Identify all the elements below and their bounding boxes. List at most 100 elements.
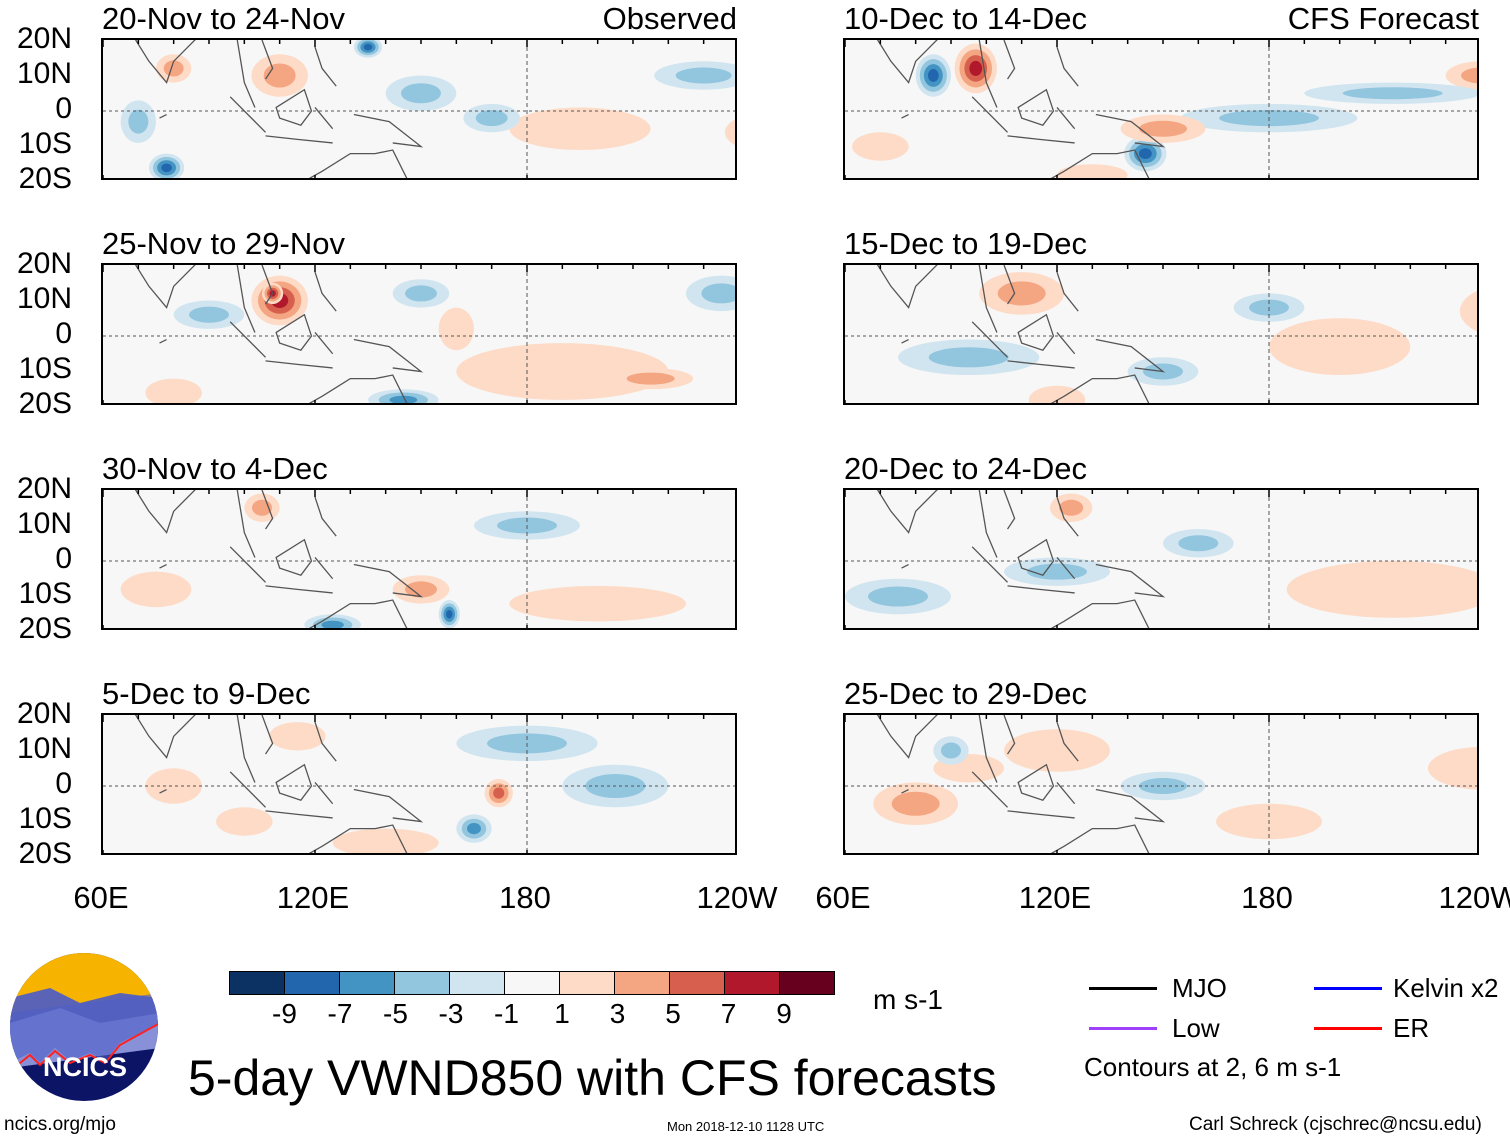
anomaly-contour bbox=[1059, 499, 1084, 516]
coastline bbox=[134, 40, 424, 178]
anomaly-contour bbox=[509, 585, 686, 622]
timestamp: Mon 2018-12-10 1128 UTC bbox=[667, 1119, 825, 1134]
anomaly-contour bbox=[332, 828, 439, 853]
legend-mjo: MJO bbox=[1172, 973, 1227, 1003]
colorbar-swatch bbox=[230, 972, 285, 994]
colorbar-swatch bbox=[505, 972, 560, 994]
colorbar-swatch bbox=[780, 972, 834, 994]
lon-label: 120E bbox=[276, 880, 350, 915]
colorbar-swatch bbox=[615, 972, 670, 994]
map-panel bbox=[843, 38, 1479, 180]
anomaly-contour bbox=[475, 110, 508, 127]
lat-label: 10S bbox=[18, 127, 72, 160]
coastline bbox=[134, 715, 424, 853]
anomaly-contour bbox=[446, 609, 453, 619]
anomaly-contour bbox=[1057, 164, 1128, 178]
panel-title: 15-Dec to 19-Dec bbox=[844, 226, 1087, 261]
colorbar-label: -9 bbox=[272, 998, 297, 1029]
coastline bbox=[876, 715, 1166, 853]
anomaly-contour bbox=[1461, 67, 1477, 84]
anomaly-contour bbox=[269, 722, 326, 751]
anomaly-contour bbox=[128, 109, 149, 134]
panel-title: 5-Dec to 9-Dec bbox=[102, 676, 311, 711]
coastline bbox=[134, 490, 424, 628]
lat-label: 20S bbox=[18, 612, 72, 645]
anomaly-contour bbox=[120, 571, 192, 608]
anomaly-contour bbox=[1178, 535, 1219, 552]
anomaly-contour bbox=[675, 67, 732, 84]
legend-kelvin: Kelvin x2 bbox=[1393, 973, 1499, 1003]
legend-line-er bbox=[1314, 1027, 1382, 1030]
colorbar-label: -5 bbox=[383, 998, 408, 1029]
colorbar-swatch bbox=[340, 972, 395, 994]
anomaly-contour bbox=[363, 43, 373, 51]
lat-label: 10N bbox=[16, 282, 72, 315]
anomaly-contour bbox=[467, 823, 481, 835]
anomaly-contour bbox=[1286, 561, 1477, 618]
credit: Carl Schreck (cjschrec@ncsu.edu) bbox=[1189, 1114, 1482, 1135]
anomaly-contour bbox=[163, 60, 184, 77]
map-panel bbox=[843, 713, 1479, 855]
anomaly-contour bbox=[1138, 148, 1152, 159]
map-panel bbox=[101, 38, 737, 180]
anomaly-contour bbox=[1027, 563, 1087, 580]
lat-label: 10N bbox=[16, 57, 72, 90]
lon-label: 120E bbox=[1018, 880, 1092, 915]
colorbar-label: -3 bbox=[438, 998, 464, 1029]
anomaly-contour bbox=[701, 283, 735, 304]
coastline bbox=[876, 40, 1166, 178]
lat-label: 0 bbox=[55, 92, 72, 125]
coastline bbox=[134, 265, 424, 403]
anomaly-contour bbox=[1139, 120, 1187, 137]
anomaly-contour bbox=[493, 787, 505, 799]
coastline bbox=[876, 265, 1166, 403]
anomaly-contour bbox=[969, 60, 983, 76]
colorbar-swatch bbox=[285, 972, 340, 994]
colorbar-label: 7 bbox=[720, 998, 737, 1029]
anomaly-contour bbox=[1028, 385, 1086, 403]
anomaly-contour bbox=[1459, 290, 1477, 332]
legend-er: ER bbox=[1393, 1013, 1430, 1043]
lat-label: 20S bbox=[18, 837, 72, 870]
colorbar-swatch bbox=[725, 972, 780, 994]
coastline bbox=[876, 490, 1166, 628]
lat-label: 10S bbox=[18, 802, 72, 835]
panel-title: 25-Nov to 29-Nov bbox=[102, 226, 345, 261]
figure-title: 5-day VWND850 with CFS forecasts bbox=[188, 1050, 997, 1106]
anomaly-contour bbox=[405, 581, 437, 598]
anomaly-contour bbox=[321, 620, 344, 628]
lon-label: 60E bbox=[73, 880, 129, 915]
lon-label: 180 bbox=[499, 880, 551, 915]
anomaly-contour bbox=[389, 395, 418, 403]
panel-title: 20-Dec to 24-Dec bbox=[844, 451, 1087, 486]
lat-label: 10S bbox=[18, 352, 72, 385]
colorbar-swatch bbox=[560, 972, 615, 994]
anomaly-contour bbox=[1342, 87, 1443, 100]
panel-header: Observed bbox=[602, 1, 737, 36]
lat-label: 20N bbox=[16, 472, 72, 505]
map-panel bbox=[843, 488, 1479, 630]
anomaly-contour bbox=[997, 281, 1046, 306]
anomaly-contour bbox=[941, 742, 961, 759]
lat-label: 20S bbox=[18, 387, 72, 420]
anomaly-contour bbox=[852, 132, 909, 161]
url-link[interactable]: ncics.org/mjo bbox=[4, 1114, 116, 1135]
anomaly-contour bbox=[891, 791, 940, 816]
anomaly-contour bbox=[928, 347, 1009, 368]
anomaly-contour bbox=[438, 307, 475, 351]
anomaly-contour bbox=[161, 163, 172, 173]
anomaly-contour bbox=[456, 343, 669, 400]
legend-low: Low bbox=[1172, 1013, 1220, 1043]
contour-note: Contours at 2, 6 m s-1 bbox=[1084, 1052, 1342, 1082]
colorbar-label: 3 bbox=[609, 998, 626, 1029]
lon-label: 120W bbox=[1438, 880, 1510, 915]
colorbar bbox=[229, 971, 835, 995]
lat-label: 10S bbox=[18, 577, 72, 610]
lat-label: 10N bbox=[16, 732, 72, 765]
anomaly-contour bbox=[1428, 747, 1477, 790]
lon-label: 180 bbox=[1241, 880, 1293, 915]
lat-label: 20N bbox=[16, 247, 72, 280]
panel-title: 20-Nov to 24-Nov bbox=[102, 1, 345, 36]
panel-header: CFS Forecast bbox=[1287, 1, 1479, 36]
map-panel bbox=[101, 713, 737, 855]
